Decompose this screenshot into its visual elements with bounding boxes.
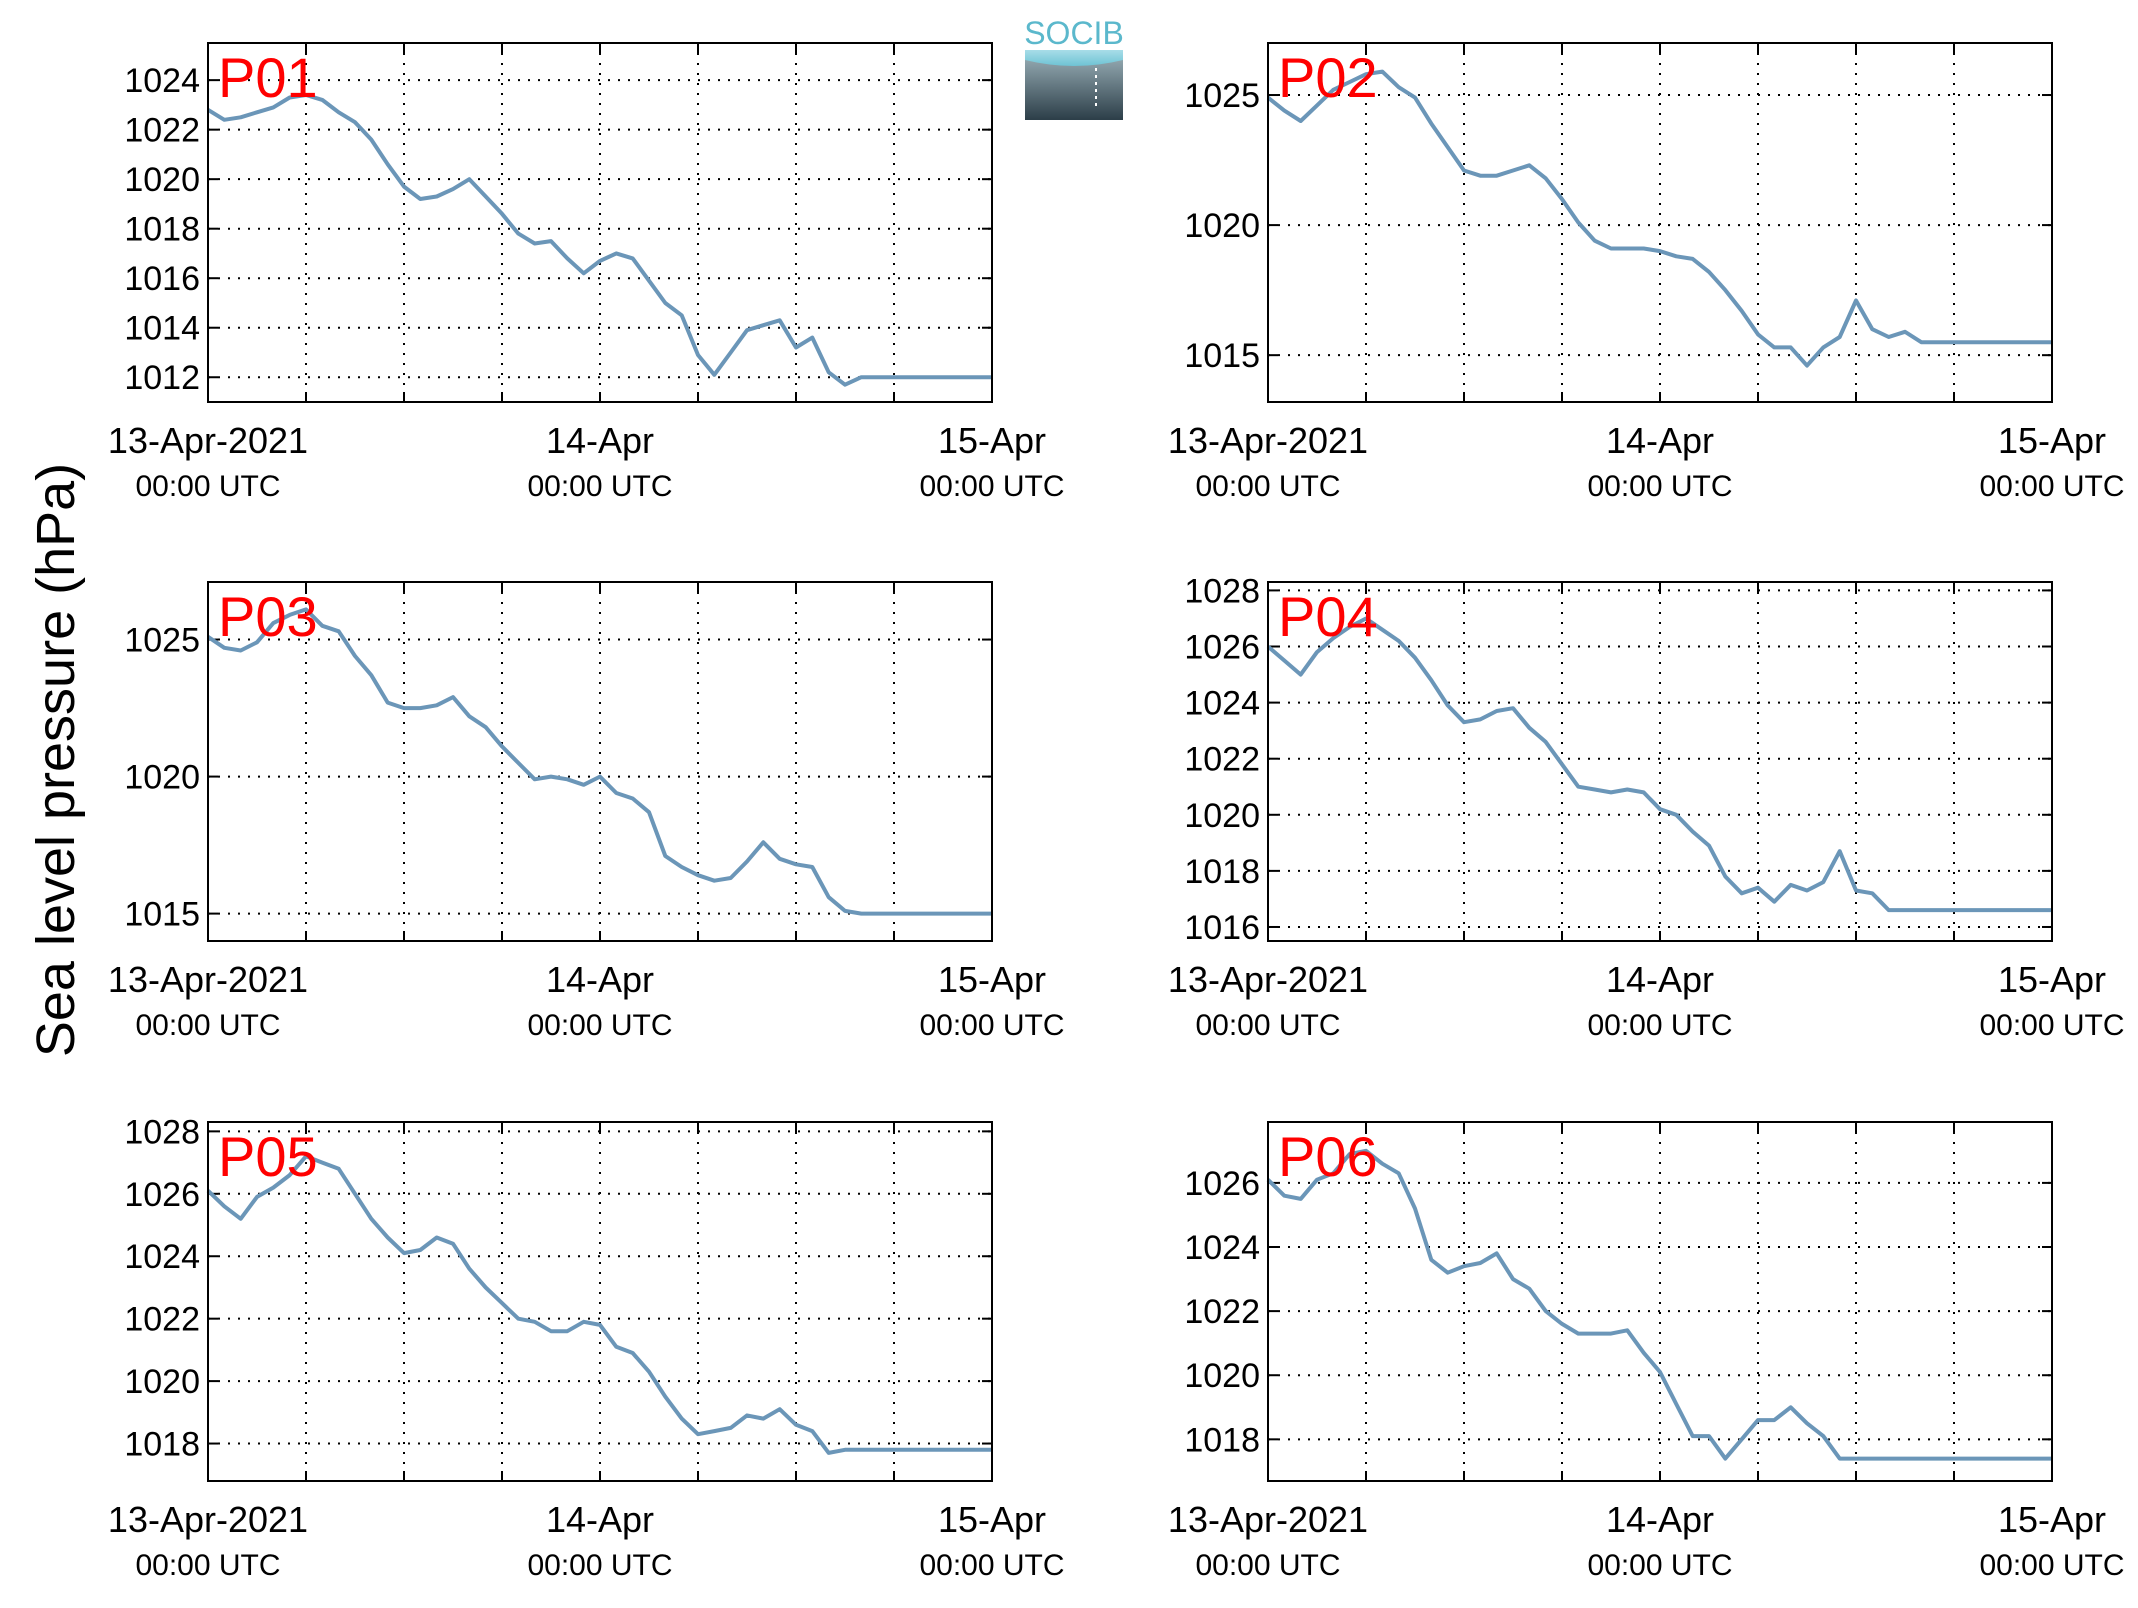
x-tick-label-time: 00:00 UTC (1979, 470, 2124, 503)
y-tick-label: 1024 (124, 62, 200, 100)
y-tick-label: 1026 (1184, 629, 1260, 667)
y-tick-label: 1020 (1184, 207, 1260, 245)
x-tick-label-date: 14-Apr (546, 420, 654, 461)
y-tick-label: 1018 (124, 211, 200, 249)
y-tick-label: 1022 (1184, 1293, 1260, 1331)
axes-frame (1267, 1121, 2053, 1482)
station-label: P03 (218, 585, 318, 648)
y-tick-label: 1015 (1184, 337, 1260, 375)
pressure-series-line (1266, 1148, 2052, 1461)
x-tick-label-date: 15-Apr (938, 1499, 1046, 1540)
panel-p02: 1015 1020 1025 13-Apr-2021 00:00 UTC 14-Apr 00… (1168, 42, 2125, 503)
x-tick-label-time: 00:00 UTC (1979, 1549, 2124, 1582)
panel-p04: 1016 1018 1020 1022 1024 1026 1028 13-Apr-2021 0… (1168, 572, 2125, 1042)
y-tick-label: 1020 (1184, 1357, 1260, 1395)
y-tick-label: 1028 (1184, 572, 1260, 610)
y-tick-label: 1024 (1184, 685, 1260, 723)
x-tick-label-date: 13-Apr-2021 (1168, 1499, 1368, 1540)
x-tick-label-date: 15-Apr (1998, 959, 2106, 1000)
x-tick-label-date: 14-Apr (546, 1499, 654, 1540)
panel-p03: 1015 1020 1025 13-Apr-2021 00:00 UTC 14-Apr 00… (108, 581, 1065, 1042)
x-tick-label-date: 13-Apr-2021 (1168, 959, 1368, 1000)
station-label: P02 (1278, 46, 1378, 109)
y-tick-label: 1024 (124, 1238, 200, 1276)
x-tick-label-time: 00:00 UTC (527, 470, 672, 503)
y-tick-label: 1015 (124, 896, 200, 934)
axes-frame (1267, 42, 2053, 403)
panel-p05: 1018 1020 1022 1024 1026 1028 13-Apr-2021 00:00… (108, 1113, 1065, 1582)
x-tick-label-time: 00:00 UTC (1195, 470, 1340, 503)
x-tick-label-date: 13-Apr-2021 (108, 959, 308, 1000)
x-tick-label-date: 14-Apr (1606, 420, 1714, 461)
y-tick-label: 1025 (124, 622, 200, 660)
y-tick-label: 1025 (1184, 77, 1260, 115)
y-tick-label: 1024 (1184, 1229, 1260, 1267)
y-tick-label: 1020 (124, 1363, 200, 1401)
y-tick-label: 1026 (1184, 1165, 1260, 1203)
x-tick-label-time: 00:00 UTC (1587, 1009, 1732, 1042)
axes-frame (1267, 581, 2053, 942)
axes-frame (207, 1121, 993, 1482)
x-tick-label-date: 15-Apr (1998, 420, 2106, 461)
y-tick-label: 1018 (1184, 1421, 1260, 1459)
x-tick-label-time: 00:00 UTC (1195, 1549, 1340, 1582)
x-tick-label-date: 14-Apr (1606, 1499, 1714, 1540)
x-tick-label-time: 00:00 UTC (1587, 470, 1732, 503)
y-tick-label: 1028 (124, 1113, 200, 1151)
x-tick-label-time: 00:00 UTC (135, 1549, 280, 1582)
axes-frame (207, 581, 993, 942)
x-tick-label-time: 00:00 UTC (919, 1009, 1064, 1042)
y-tick-label: 1022 (124, 112, 200, 150)
pressure-series-line (206, 607, 992, 916)
y-tick-label: 1016 (1184, 909, 1260, 947)
panel-p01: 1012 1014 1016 1018 1020 1022 1024 13-Apr-2021 0… (108, 42, 1065, 503)
y-tick-label: 1026 (124, 1176, 200, 1214)
x-tick-label-time: 00:00 UTC (1979, 1009, 2124, 1042)
pressure-series-line (206, 1154, 992, 1455)
axes-frame (207, 42, 993, 403)
x-tick-label-date: 15-Apr (938, 959, 1046, 1000)
x-tick-label-time: 00:00 UTC (1195, 1009, 1340, 1042)
station-label: P04 (1278, 585, 1378, 648)
x-tick-label-date: 14-Apr (1606, 959, 1714, 1000)
station-label: P06 (1278, 1125, 1378, 1188)
y-tick-label: 1012 (124, 359, 200, 397)
y-tick-label: 1022 (124, 1301, 200, 1339)
x-tick-label-time: 00:00 UTC (527, 1549, 672, 1582)
y-tick-label: 1018 (124, 1426, 200, 1464)
station-label: P01 (218, 46, 318, 109)
pressure-series-line (206, 93, 992, 387)
x-tick-label-date: 15-Apr (1998, 1499, 2106, 1540)
socib-logo: SOCIB (1024, 15, 1124, 120)
y-tick-label: 1020 (124, 759, 200, 797)
socib-logo-text: SOCIB (1024, 15, 1124, 51)
x-tick-label-time: 00:00 UTC (919, 1549, 1064, 1582)
x-tick-label-date: 15-Apr (938, 420, 1046, 461)
y-tick-label: 1022 (1184, 741, 1260, 779)
panel-p06: 1018 1020 1022 1024 1026 13-Apr-2021 00:00 UTC… (1168, 1121, 2125, 1582)
x-tick-label-time: 00:00 UTC (527, 1009, 672, 1042)
global-y-axis-label: Sea level pressure (hPa) (26, 463, 86, 1057)
x-tick-label-time: 00:00 UTC (1587, 1549, 1732, 1582)
x-tick-label-time: 00:00 UTC (135, 470, 280, 503)
x-tick-label-date: 13-Apr-2021 (108, 1499, 308, 1540)
y-tick-label: 1016 (124, 260, 200, 298)
y-tick-label: 1018 (1184, 853, 1260, 891)
y-tick-label: 1020 (1184, 797, 1260, 835)
x-tick-label-date: 13-Apr-2021 (1168, 420, 1368, 461)
y-tick-label: 1014 (124, 310, 200, 348)
pressure-series-line (1266, 69, 2052, 368)
x-tick-label-time: 00:00 UTC (919, 470, 1064, 503)
x-tick-label-date: 14-Apr (546, 959, 654, 1000)
pressure-series-line (1266, 616, 2052, 913)
y-tick-label: 1020 (124, 161, 200, 199)
x-tick-label-date: 13-Apr-2021 (108, 420, 308, 461)
station-label: P05 (218, 1125, 318, 1188)
x-tick-label-time: 00:00 UTC (135, 1009, 280, 1042)
